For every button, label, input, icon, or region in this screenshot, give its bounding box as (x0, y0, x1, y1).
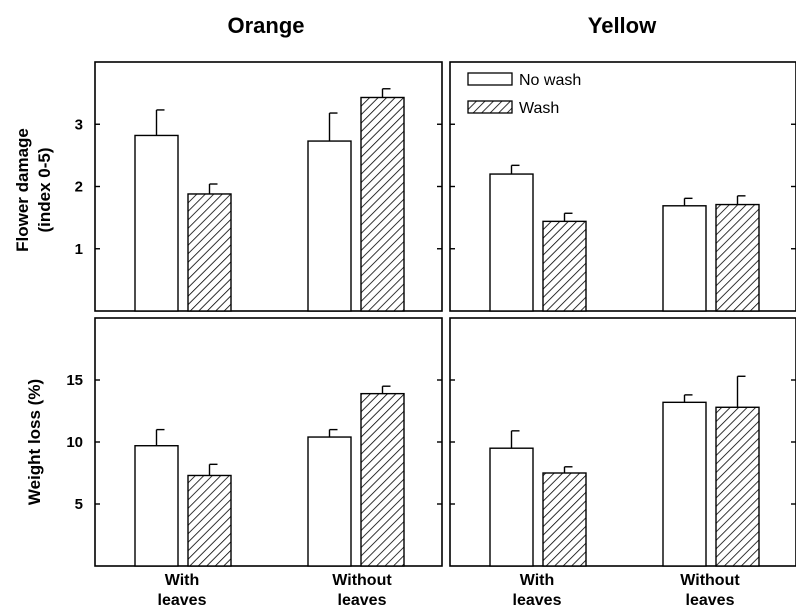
ylabel-flower-damage-line1: Flower damage (13, 128, 32, 252)
bar-wash-with-leaves (542, 220, 587, 312)
bar-no-wash-without-leaves (307, 436, 352, 567)
y-tick-label: 1 (75, 241, 83, 258)
ylabel-weight-loss: Weight loss (%) (25, 379, 44, 505)
bar-wash-with-leaves (542, 472, 587, 567)
bar-no-wash-without-leaves (662, 401, 707, 567)
bar-no-wash-with-leaves (489, 447, 534, 567)
x-category-label-line1: Without (680, 572, 740, 589)
panels: 1 2 3 5 10 15 (66, 61, 796, 567)
y-tick-label: 10 (66, 434, 83, 451)
x-category-label-line1: With (520, 572, 555, 589)
bar-wash-with-leaves (187, 193, 232, 312)
bar-wash-without-leaves (360, 96, 405, 312)
panel-2 (449, 61, 796, 312)
y-tick-label: 3 (75, 116, 83, 133)
bar-wash-with-leaves (187, 474, 232, 567)
x-category-label-line2: leaves (158, 592, 207, 609)
y-tick-label: 2 (75, 179, 83, 196)
bar-no-wash-with-leaves (134, 134, 179, 312)
bar-wash-without-leaves (360, 392, 405, 567)
x-category-label-line1: With (165, 572, 200, 589)
x-category-label-line2: leaves (686, 592, 735, 609)
legend-label-wash: Wash (519, 100, 559, 117)
panel-1: 1 2 3 (75, 61, 443, 312)
legend-label-no-wash: No wash (519, 72, 581, 89)
bar-no-wash-with-leaves (489, 173, 534, 312)
panel-3: 5 10 15 (66, 317, 443, 567)
panel-4 (449, 317, 796, 567)
x-category-label-line1: Without (332, 572, 392, 589)
legend-swatch-no-wash (467, 72, 513, 86)
bar-no-wash-with-leaves (134, 445, 179, 567)
bar-no-wash-without-leaves (662, 205, 707, 312)
bar-wash-without-leaves (715, 203, 760, 312)
legend: No wash Wash (467, 72, 581, 117)
ylabel-flower-damage-line2: (index 0-5) (35, 147, 54, 232)
bar-wash-without-leaves (715, 406, 760, 567)
x-category-label-line2: leaves (513, 592, 562, 609)
legend-swatch-wash (467, 100, 513, 114)
x-category-labels: With leaves Without leaves With leaves Without… (158, 572, 741, 609)
y-tick-label: 5 (75, 496, 83, 513)
y-tick-label: 15 (66, 372, 83, 389)
ylabel-flower-damage: Flower damage (index 0-5) (13, 128, 54, 252)
column-title-yellow: Yellow (588, 13, 657, 38)
x-category-label-line2: leaves (338, 592, 387, 609)
column-title-orange: Orange (227, 13, 304, 38)
bar-no-wash-without-leaves (307, 140, 352, 312)
